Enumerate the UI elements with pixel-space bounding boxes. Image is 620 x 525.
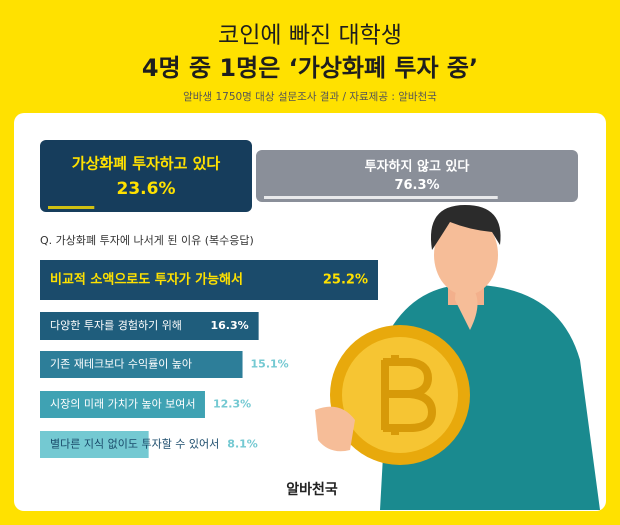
source: 알바생 1750명 대상 설문조사 결과 / 자료제공 : 알바천국: [183, 91, 437, 103]
bar: [40, 391, 205, 418]
bar-value: 15.1%: [251, 358, 289, 371]
brand-box: [272, 478, 348, 502]
share-bar: [48, 206, 95, 209]
brand: 알바천국: [286, 482, 338, 498]
question: Q. 가상화폐 투자에 나서게 된 이유 (복수응답): [40, 234, 254, 247]
answer-box: [40, 140, 252, 212]
title: 코인에 빠진 대학생: [218, 23, 402, 49]
bar-label: 기존 재테크보다 수익률이 높아: [50, 358, 192, 371]
illustration: [315, 205, 600, 510]
bar-label: 비교적 소액으로도 투자가 가능해서: [50, 272, 243, 288]
bar-value: 12.3%: [213, 398, 251, 411]
bar-value: 25.2%: [323, 273, 368, 288]
bar-label: 다양한 투자를 경험하기 위해: [50, 318, 182, 332]
bar-value: 8.1%: [227, 438, 258, 451]
answer-box: [256, 150, 578, 202]
answer-value: 76.3%: [394, 178, 439, 193]
bar-value: 16.3%: [210, 319, 248, 332]
bar: [40, 431, 149, 458]
bar: [40, 312, 259, 340]
bar-label: 시장의 미래 가치가 높아 보여서: [50, 398, 196, 411]
answer-label: 투자하지 않고 있다: [365, 159, 470, 175]
answer-label: 가상화폐 투자하고 있다: [72, 154, 221, 172]
bar-label: 별다른 지식 없이도 투자할 수 있어서: [50, 438, 219, 451]
share-bar: [264, 196, 498, 199]
answer-value: 23.6%: [117, 179, 176, 199]
bar: [40, 351, 243, 378]
bar: [40, 260, 378, 300]
title: 4명 중 1명은 ‘가상화폐 투자 중’: [142, 54, 478, 82]
